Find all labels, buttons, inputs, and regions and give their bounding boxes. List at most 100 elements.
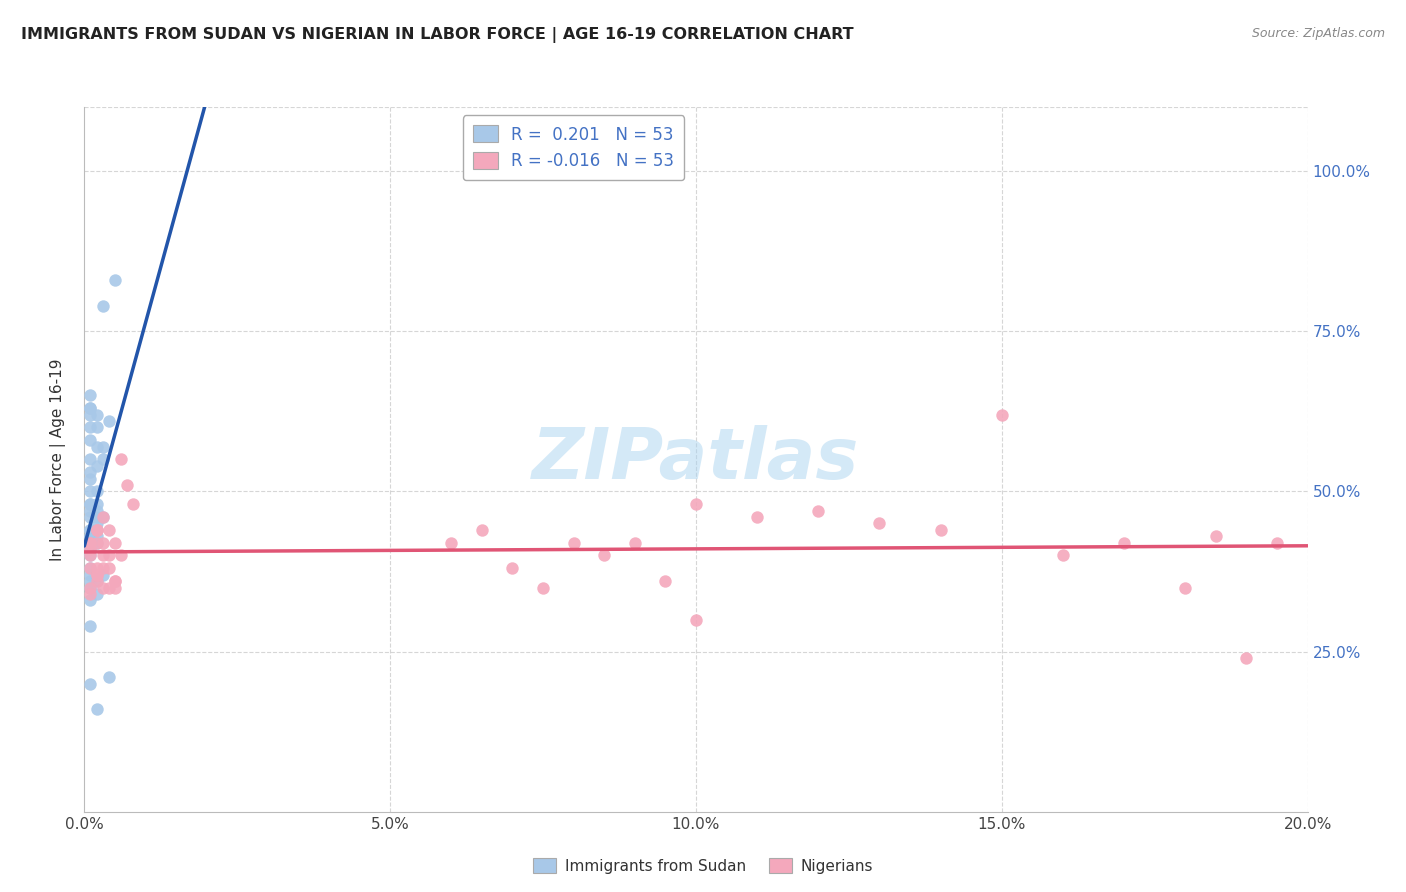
Point	[79, 581, 101, 595]
Point	[440, 535, 463, 549]
Point	[86, 702, 108, 716]
Point	[104, 581, 127, 595]
Point	[79, 523, 101, 537]
Point	[91, 510, 114, 524]
Point	[104, 574, 127, 588]
Point	[104, 273, 127, 287]
Point	[86, 574, 108, 588]
Point	[79, 497, 101, 511]
Point	[502, 561, 524, 575]
Point	[104, 535, 127, 549]
Point	[86, 510, 108, 524]
Point	[1114, 535, 1136, 549]
Point	[1236, 651, 1258, 665]
Point	[79, 503, 101, 517]
Point	[79, 535, 101, 549]
Point	[929, 523, 952, 537]
Point	[91, 535, 114, 549]
Point	[593, 549, 616, 563]
Point	[97, 561, 120, 575]
Point	[122, 497, 145, 511]
Point	[869, 516, 891, 531]
Point	[79, 465, 101, 479]
Legend: Immigrants from Sudan, Nigerians: Immigrants from Sudan, Nigerians	[526, 852, 880, 880]
Legend: R =  0.201   N = 53, R = -0.016   N = 53: R = 0.201 N = 53, R = -0.016 N = 53	[463, 115, 685, 180]
Point	[79, 619, 101, 633]
Point	[79, 561, 101, 575]
Point	[86, 420, 108, 434]
Point	[97, 581, 120, 595]
Point	[624, 535, 647, 549]
Point	[97, 549, 120, 563]
Point	[86, 587, 108, 601]
Point	[79, 523, 101, 537]
Point	[79, 388, 101, 402]
Point	[79, 561, 101, 575]
Point	[79, 433, 101, 447]
Point	[79, 452, 101, 467]
Point	[91, 440, 114, 454]
Point	[1174, 581, 1197, 595]
Point	[79, 549, 101, 563]
Text: IMMIGRANTS FROM SUDAN VS NIGERIAN IN LABOR FORCE | AGE 16-19 CORRELATION CHART: IMMIGRANTS FROM SUDAN VS NIGERIAN IN LAB…	[21, 27, 853, 43]
Point	[79, 535, 101, 549]
Y-axis label: In Labor Force | Age 16-19: In Labor Force | Age 16-19	[49, 358, 66, 561]
Point	[97, 670, 120, 684]
Point	[86, 535, 108, 549]
Text: Source: ZipAtlas.com: Source: ZipAtlas.com	[1251, 27, 1385, 40]
Point	[1052, 549, 1074, 563]
Point	[104, 574, 127, 588]
Point	[97, 523, 120, 537]
Point	[79, 535, 101, 549]
Point	[79, 497, 101, 511]
Point	[86, 529, 108, 543]
Point	[79, 510, 101, 524]
Point	[91, 299, 114, 313]
Point	[91, 567, 114, 582]
Point	[86, 561, 108, 575]
Point	[79, 401, 101, 416]
Point	[79, 420, 101, 434]
Point	[79, 567, 101, 582]
Point	[79, 574, 101, 588]
Point	[86, 523, 108, 537]
Point	[807, 503, 830, 517]
Point	[79, 542, 101, 557]
Point	[86, 497, 108, 511]
Point	[79, 401, 101, 416]
Point	[86, 567, 108, 582]
Point	[79, 484, 101, 499]
Point	[86, 574, 108, 588]
Point	[91, 581, 114, 595]
Point	[86, 408, 108, 422]
Point	[1205, 529, 1227, 543]
Point	[110, 452, 132, 467]
Point	[86, 523, 108, 537]
Point	[991, 408, 1014, 422]
Point	[79, 535, 101, 549]
Point	[91, 510, 114, 524]
Point	[79, 587, 101, 601]
Point	[79, 529, 101, 543]
Point	[79, 549, 101, 563]
Point	[86, 503, 108, 517]
Point	[86, 516, 108, 531]
Point	[110, 549, 132, 563]
Point	[79, 593, 101, 607]
Point	[91, 452, 114, 467]
Point	[562, 535, 585, 549]
Point	[86, 484, 108, 499]
Point	[91, 561, 114, 575]
Point	[97, 414, 120, 428]
Point	[79, 581, 101, 595]
Point	[654, 574, 676, 588]
Point	[79, 529, 101, 543]
Text: ZIPatlas: ZIPatlas	[533, 425, 859, 494]
Point	[86, 535, 108, 549]
Point	[86, 523, 108, 537]
Point	[471, 523, 494, 537]
Point	[115, 478, 138, 492]
Point	[79, 472, 101, 486]
Point	[79, 542, 101, 557]
Point	[1265, 535, 1288, 549]
